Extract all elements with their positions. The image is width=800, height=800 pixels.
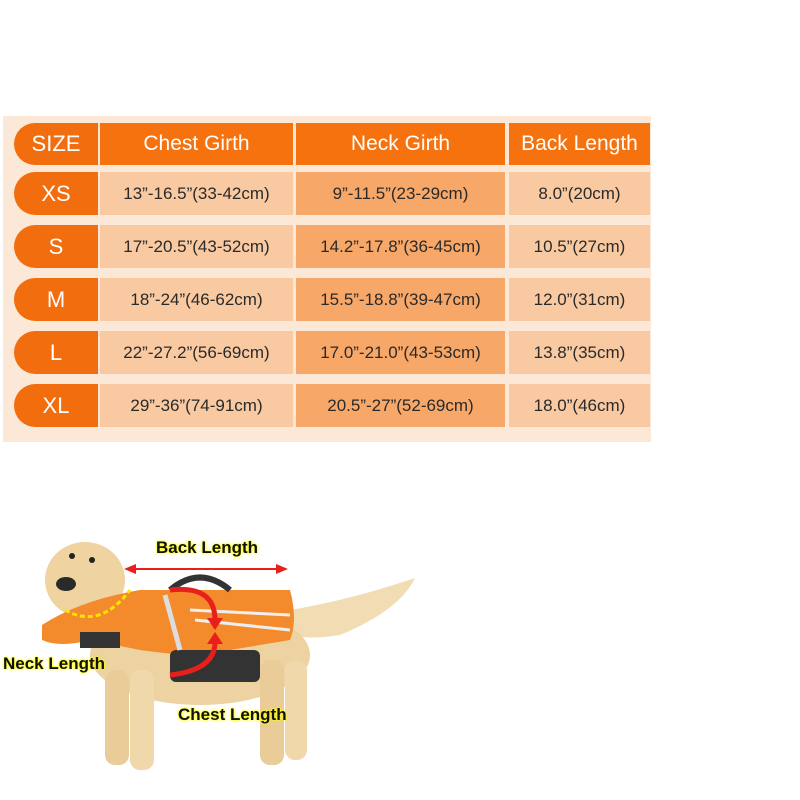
neck-cell: 14.2”-17.8”(36-45cm) (296, 225, 505, 268)
dog-illustration (42, 542, 415, 770)
chest-cell: 22”-27.2”(56-69cm) (100, 331, 293, 374)
back-length-arrow (124, 564, 288, 574)
back-cell: 10.5”(27cm) (509, 225, 650, 268)
back-cell: 12.0”(31cm) (509, 278, 650, 321)
back-length-label: Back Length (156, 538, 259, 557)
neck-cell: 17.0”-21.0”(43-53cm) (296, 331, 505, 374)
chest-cell: 17”-20.5”(43-52cm) (100, 225, 293, 268)
size-cell: XS (14, 172, 98, 215)
neck-cell: 20.5”-27”(52-69cm) (296, 384, 505, 427)
chest-girth-arrow (169, 586, 223, 678)
neck-cell: 9”-11.5”(23-29cm) (296, 172, 505, 215)
chest-cell: 18”-24”(46-62cm) (100, 278, 293, 321)
back-cell: 13.8”(35cm) (509, 331, 650, 374)
chest-length-label: Chest Length (178, 705, 287, 724)
size-cell: L (14, 331, 98, 374)
header-neck-girth: Neck Girth (296, 123, 505, 165)
size-cell: S (14, 225, 98, 268)
dog-tail (290, 578, 415, 638)
neck-measure-line (64, 589, 132, 619)
chest-cell: 29”-36”(74-91cm) (100, 384, 293, 427)
neck-cell: 15.5”-18.8”(39-47cm) (296, 278, 505, 321)
chest-cell: 13”-16.5”(33-42cm) (100, 172, 293, 215)
size-cell: XL (14, 384, 98, 427)
neck-length-label: Neck Length (3, 654, 106, 673)
header-back-length: Back Length (509, 123, 650, 165)
size-cell: M (14, 278, 98, 321)
back-cell: 8.0”(20cm) (509, 172, 650, 215)
header-size: SIZE (14, 123, 98, 165)
back-cell: 18.0”(46cm) (509, 384, 650, 427)
header-chest-girth: Chest Girth (100, 123, 293, 165)
